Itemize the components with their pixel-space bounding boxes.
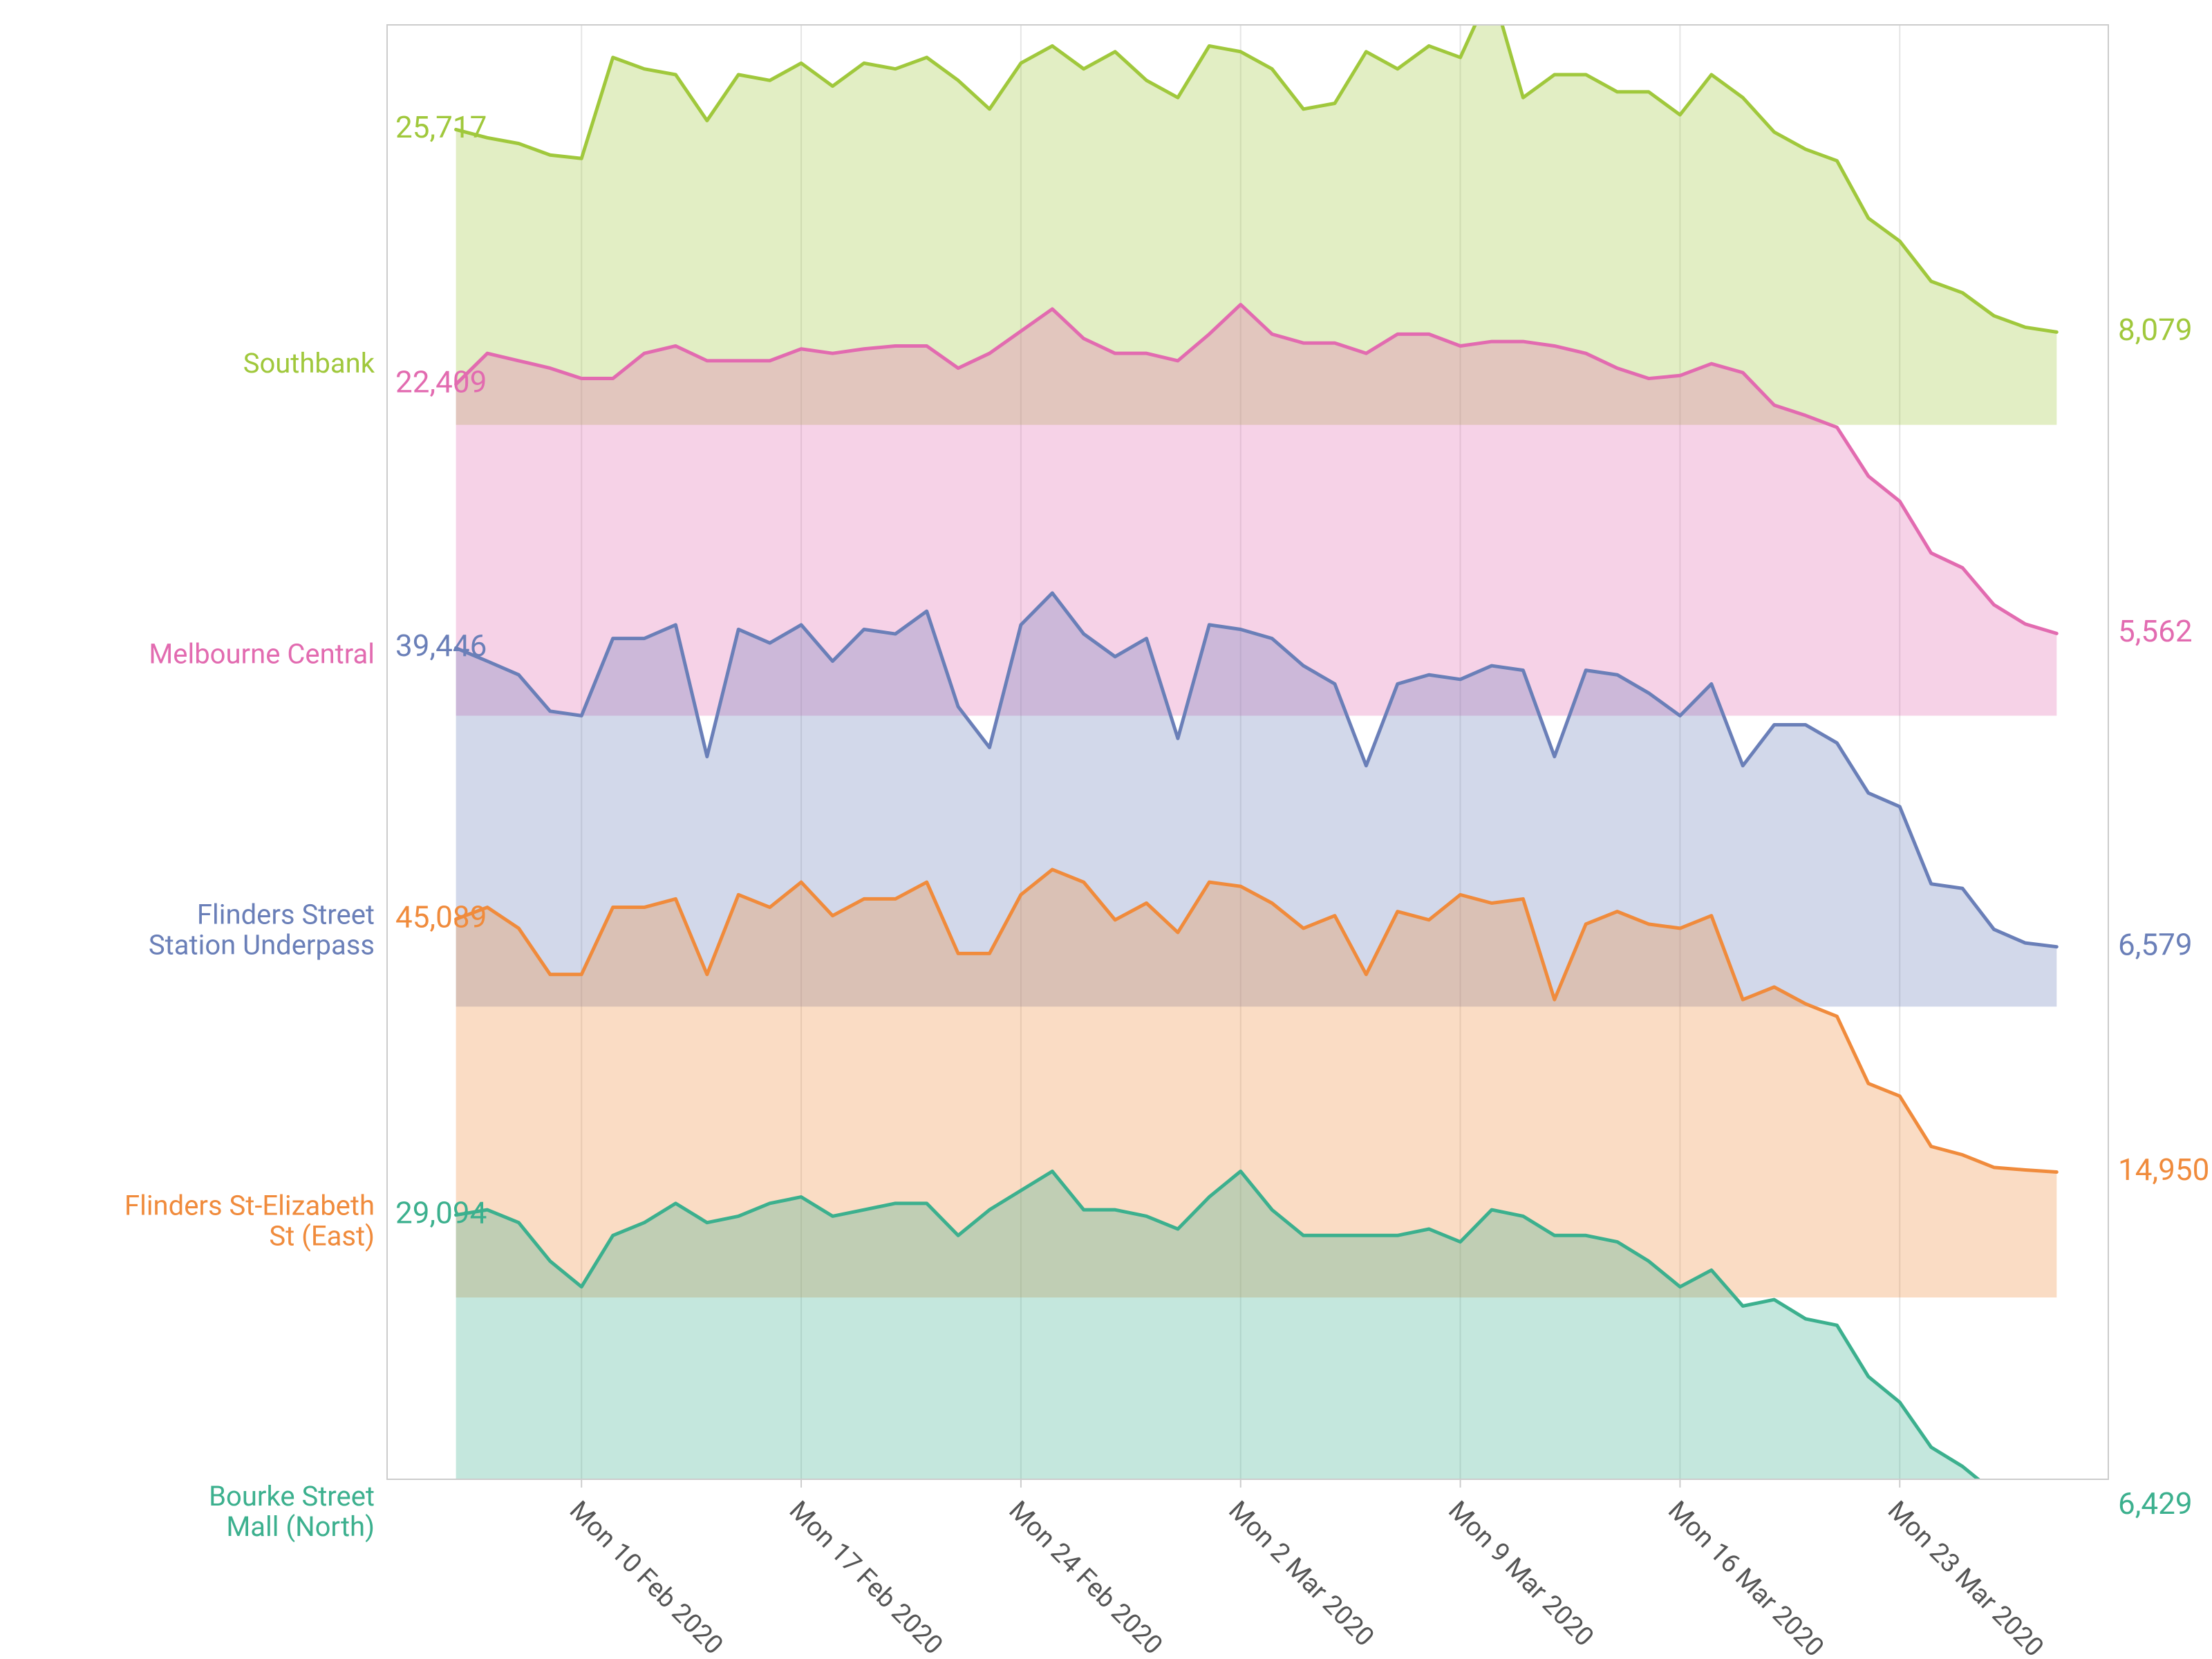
series-name: Southbank — [243, 347, 375, 379]
series-name: Bourke Street — [209, 1480, 375, 1512]
x-tick-label: Mon 24 Feb 2020 — [1003, 1495, 1168, 1659]
x-tick-label: Mon 16 Mar 2020 — [1662, 1495, 1830, 1659]
series-end-value: 6,579 — [2118, 926, 2193, 962]
series-end-value: 14,950 — [2118, 1152, 2209, 1188]
series-name: Flinders Street — [197, 898, 375, 930]
series-name: Flinders St-Elizabeth — [124, 1189, 375, 1221]
series-name: Mall (North) — [226, 1510, 375, 1543]
series-end-value: 5,562 — [2118, 613, 2193, 649]
series-end-value: 6,429 — [2118, 1485, 2193, 1521]
series-name: Melbourne Central — [149, 638, 375, 671]
series-start-value: 29,094 — [395, 1194, 487, 1230]
series-name: St (East) — [269, 1219, 375, 1252]
x-tick-label: Mon 9 Mar 2020 — [1442, 1495, 1599, 1652]
series-name: Station Underpass — [149, 928, 375, 961]
x-tick-label: Mon 17 Feb 2020 — [783, 1495, 948, 1659]
series-start-value: 45,089 — [395, 899, 487, 935]
x-tick-label: Mon 23 Mar 2020 — [1882, 1495, 2050, 1659]
series-end-value: 8,079 — [2118, 312, 2193, 348]
series-start-value: 25,717 — [395, 109, 487, 145]
series-start-value: 22,409 — [395, 364, 487, 400]
series-start-value: 39,446 — [395, 628, 487, 664]
ridgeline-chart: Southbank 25,717 8,079 Melbourne Central 22,… — [0, 0, 2212, 1659]
x-tick-label: Mon 10 Feb 2020 — [563, 1495, 729, 1659]
x-tick-label: Mon 2 Mar 2020 — [1222, 1495, 1379, 1652]
